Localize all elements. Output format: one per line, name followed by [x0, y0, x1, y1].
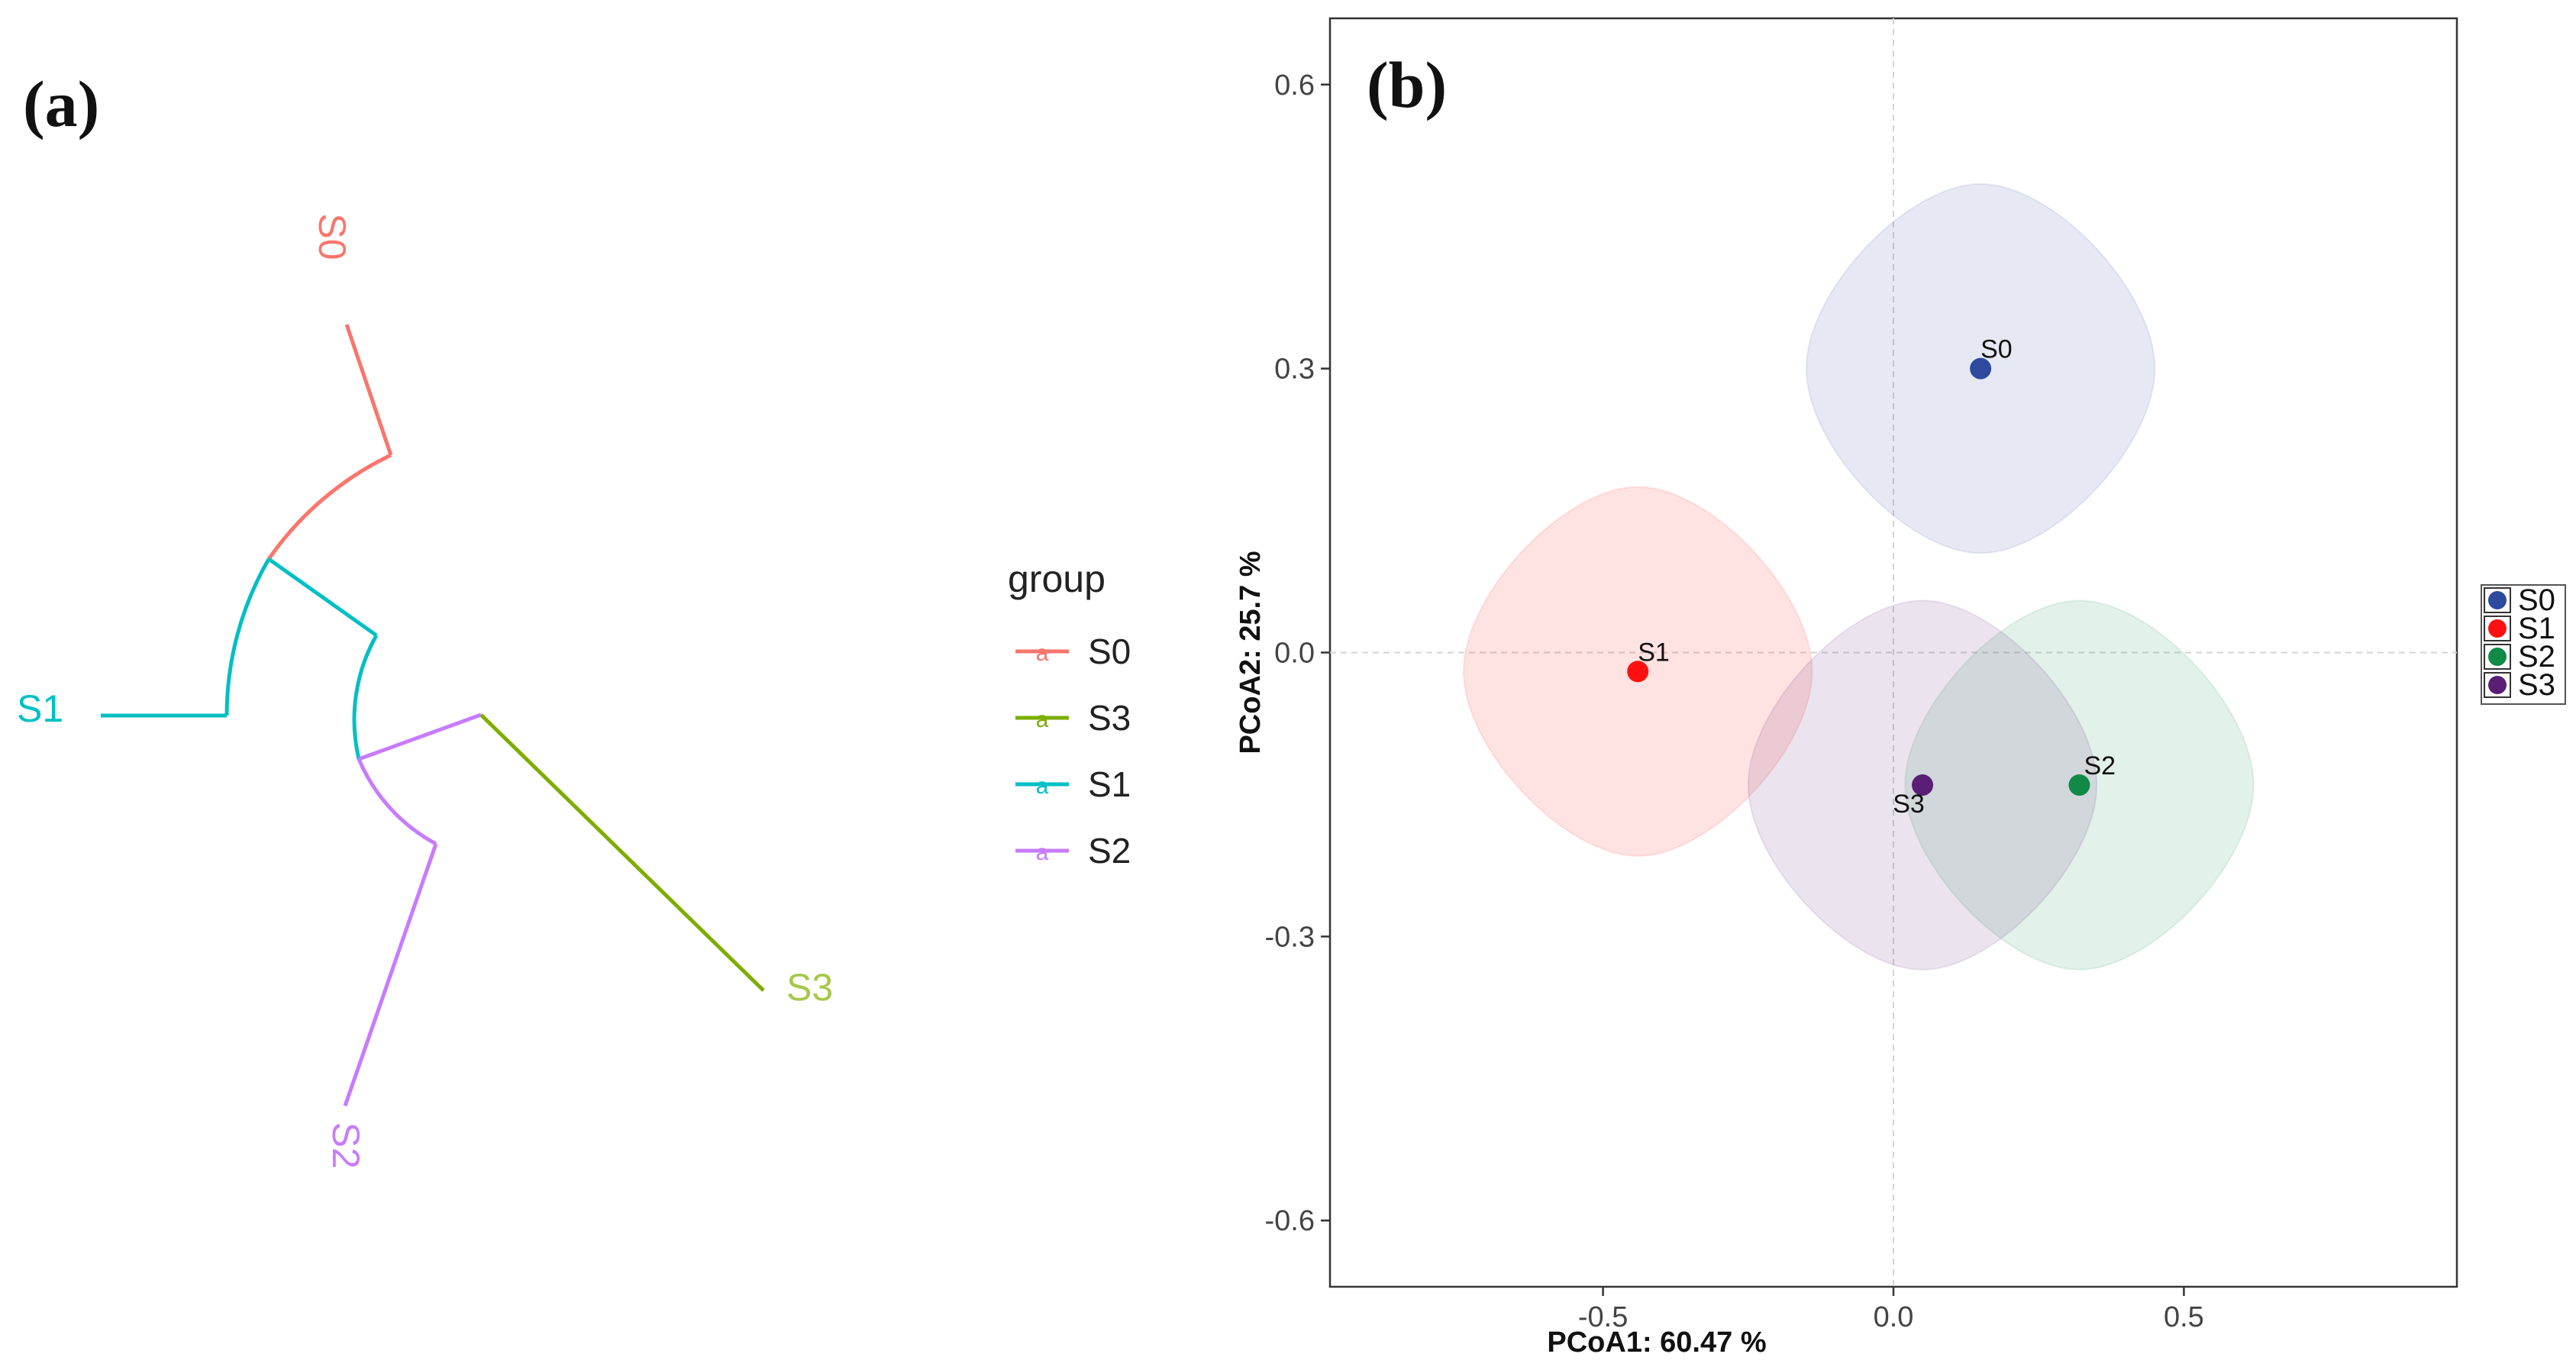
- y-tick-label: -0.3: [1265, 921, 1315, 953]
- tree-branch-s2: [343, 843, 438, 1107]
- tree-legend-glyph-s1: a: [1036, 774, 1049, 799]
- y-tick-label: 0.0: [1274, 638, 1315, 670]
- x-tick-label: 0.5: [2164, 1301, 2204, 1333]
- pcoa-legend-box: [2481, 584, 2566, 705]
- point-label-s1: S1: [1638, 638, 1670, 667]
- tree-legend-label-s0: S0: [1088, 632, 1131, 671]
- tree-tip-s0: S0: [311, 213, 353, 260]
- tree-legend-title: group: [1008, 557, 1106, 600]
- point-label-s3: S3: [1893, 790, 1925, 819]
- pcoa-legend-dot-s0: [2488, 591, 2507, 609]
- tree-legend-glyph-s2: a: [1036, 840, 1049, 865]
- dendrogram: [101, 324, 765, 1107]
- pcoa-legend-dot-s2: [2488, 648, 2507, 666]
- tree-inner-s2: [358, 712, 482, 761]
- point-s3: [1912, 774, 1934, 796]
- pcoa-legend-dot-s1: [2488, 619, 2507, 638]
- pcoa-legend-label-s3: S3: [2518, 668, 2555, 702]
- tree-inner-arc-s1: [352, 634, 379, 760]
- panel-b-label: (b): [1367, 48, 1447, 121]
- tree-branch-s0: [344, 324, 393, 456]
- x-tick-label: 0.0: [1874, 1301, 1914, 1333]
- tree-arc-s0: [266, 453, 392, 561]
- tree-tip-s2: S2: [324, 1122, 367, 1168]
- x-axis-title: PCoA1: 60.47 %: [1547, 1326, 1766, 1359]
- tree-legend-label-s2: S2: [1088, 831, 1131, 871]
- tree-tip-s3: S3: [786, 966, 833, 1009]
- tree-branch-s3: [479, 713, 765, 992]
- pcoa-legend-label-s0: S0: [2518, 583, 2555, 617]
- tree-inner-s1: [267, 557, 378, 638]
- point-label-s0: S0: [1980, 335, 2013, 364]
- tree-tip-s1: S1: [17, 687, 63, 730]
- point-s0: [1970, 357, 1992, 380]
- tree-arc-s2: [357, 758, 437, 846]
- point-s1: [1627, 661, 1649, 683]
- tree-legend: group a S0 a S3 a S1 a S2: [1008, 557, 1131, 871]
- x-tick-label: -0.5: [1578, 1301, 1628, 1333]
- panel-a-label: (a): [23, 67, 99, 141]
- pcoa-legend-label-s1: S1: [2518, 612, 2555, 645]
- y-tick-label: -0.6: [1265, 1205, 1315, 1237]
- tree-legend-glyph-s0: a: [1036, 641, 1049, 666]
- y-axis-title: PCoA2: 25.7 %: [1235, 551, 1267, 754]
- tree-legend-glyph-s3: a: [1036, 707, 1049, 732]
- tree-legend-label-s1: S1: [1088, 764, 1131, 804]
- tree-legend-label-s3: S3: [1088, 698, 1131, 738]
- pcoa-legend-label-s2: S2: [2518, 640, 2555, 674]
- point-s2: [2068, 774, 2090, 796]
- point-label-s2: S2: [2084, 751, 2116, 780]
- y-tick-label: 0.3: [1274, 354, 1315, 386]
- tree-arc-s1: [224, 557, 271, 716]
- y-tick-label: 0.6: [1274, 69, 1315, 102]
- pcoa-legend-dot-s3: [2488, 676, 2507, 694]
